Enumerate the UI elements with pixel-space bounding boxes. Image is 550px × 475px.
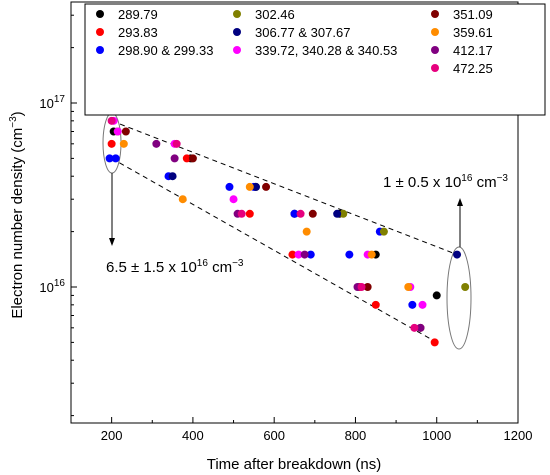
right-up-arrow-head	[457, 198, 463, 206]
plot-area	[70, 1, 519, 424]
legend-marker	[431, 46, 439, 54]
legend-label: 298.90 & 299.33	[118, 43, 213, 58]
guide-lines	[111, 120, 458, 343]
data-point	[245, 182, 254, 191]
data-point	[300, 250, 309, 259]
data-point	[111, 154, 120, 163]
y-axis-label: Electron number density (cm−3)	[8, 111, 26, 318]
data-point	[168, 172, 177, 181]
data-point	[288, 250, 297, 259]
data-point	[306, 250, 315, 259]
legend-label: 339.72, 340.28 & 340.53	[255, 43, 397, 58]
data-point	[170, 154, 179, 163]
legend-items: 289.79 293.83 298.90 & 299.33 302.46 306.77 …	[96, 7, 493, 76]
data-point	[357, 283, 366, 291]
data-point	[416, 323, 425, 332]
x-tick-label: 200	[101, 428, 123, 443]
x-axis-ticks: 200 400 600 800 1000 1200	[70, 417, 533, 443]
data-point	[339, 209, 348, 218]
data-point	[379, 227, 388, 236]
legend-label: 302.46	[255, 7, 295, 22]
y-axis-ticks: 1017 1016	[39, 14, 77, 417]
data-point	[408, 300, 417, 309]
x-tick-label: 400	[182, 428, 204, 443]
data-point	[245, 209, 254, 218]
data-point	[333, 209, 342, 218]
legend-label: 289.79	[118, 7, 158, 22]
data-point	[410, 323, 419, 332]
legend-marker	[233, 28, 241, 36]
range-ellipses	[102, 112, 472, 350]
legend-label: 472.25	[453, 61, 493, 76]
data-point	[345, 250, 354, 259]
legend-marker	[431, 64, 439, 72]
legend-marker	[431, 28, 439, 36]
data-point	[237, 209, 246, 218]
data-point	[432, 291, 441, 300]
x-axis-label: Time after breakdown (ns)	[207, 456, 382, 473]
y-tick-label: 1017	[39, 94, 65, 111]
legend-box	[84, 3, 546, 116]
x-tick-label: 1000	[422, 428, 451, 443]
annotation-left: 6.5 ± 1.5 x 1016 cm−3	[106, 258, 244, 276]
left-down-arrow-head	[109, 238, 115, 246]
data-point	[302, 227, 311, 236]
legend-marker	[96, 28, 104, 36]
data-point	[121, 127, 130, 136]
data-point	[363, 283, 372, 291]
data-point	[371, 300, 380, 309]
data-point	[113, 127, 122, 136]
data-point	[262, 182, 271, 191]
right-range-ellipse	[446, 246, 472, 350]
annotation-right: 1 ± 0.5 x 1016 cm−3	[383, 173, 508, 191]
x-tick-label: 600	[263, 428, 285, 443]
data-point	[251, 182, 260, 191]
data-point	[418, 300, 427, 309]
data-point	[225, 182, 234, 191]
y-tick-label: 1016	[39, 278, 65, 295]
data-point	[290, 209, 299, 218]
data-point	[172, 139, 181, 148]
dashed-guide-line	[111, 120, 458, 256]
legend: 289.79 293.83 298.90 & 299.33 302.46 306.77 …	[84, 3, 546, 116]
legend-label: 293.83	[118, 25, 158, 40]
legend-marker	[431, 10, 439, 18]
legend-marker	[233, 10, 241, 18]
legend-label: 359.61	[453, 25, 493, 40]
data-point	[152, 139, 161, 148]
annotation-arrows	[109, 173, 463, 247]
legend-marker	[96, 46, 104, 54]
data-points	[105, 116, 470, 347]
data-point	[182, 154, 191, 163]
data-point	[430, 338, 439, 347]
data-point	[178, 195, 187, 204]
data-point	[105, 154, 114, 163]
data-point	[107, 139, 116, 148]
data-point	[308, 209, 317, 218]
legend-label: 306.77 & 307.67	[255, 25, 350, 40]
x-tick-label: 800	[345, 428, 367, 443]
data-point	[188, 154, 197, 163]
data-point	[461, 283, 470, 291]
data-point	[367, 250, 376, 259]
data-point	[294, 250, 303, 259]
data-point	[404, 283, 413, 291]
data-point	[296, 209, 305, 218]
data-point	[453, 250, 462, 259]
data-point	[107, 116, 116, 125]
data-point	[229, 195, 238, 204]
data-point	[119, 139, 128, 148]
legend-label: 351.09	[453, 7, 493, 22]
x-tick-label: 1200	[504, 428, 533, 443]
legend-marker	[96, 10, 104, 18]
legend-marker	[233, 46, 241, 54]
legend-label: 412.17	[453, 43, 493, 58]
